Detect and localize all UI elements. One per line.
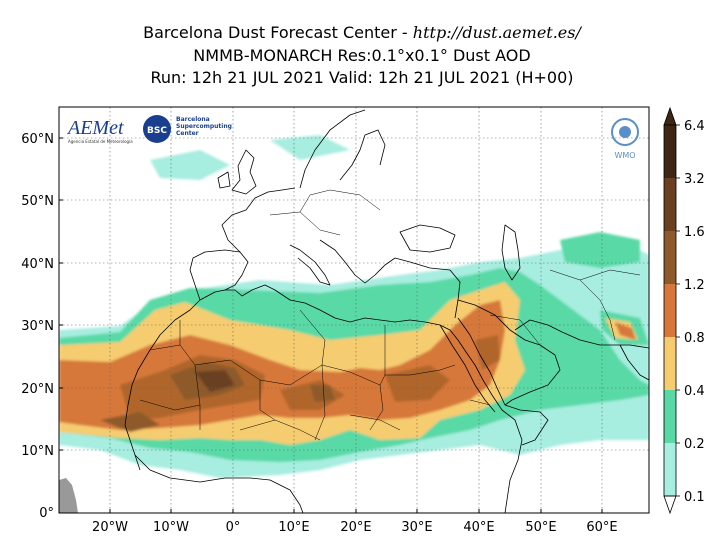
colorbar-bottom-arrow [663,495,677,515]
colorbar-segment [664,390,676,443]
colorbar-label: 0.1 [684,490,705,505]
dust-level-1-2 [475,335,500,370]
colorbar-segment [664,231,676,284]
dust-level-1-2 [385,365,450,402]
colorbar-label: 0.2 [684,437,705,452]
svg-text:Supercomputing: Supercomputing [176,123,232,130]
dust-layers [59,135,649,478]
dust-level-0-2 [560,232,640,268]
lat-tick-label: 10°N [21,444,54,459]
colorbar: 6.4 3.2 1.6 1.2 0.8 0.4 0.2 0.1 [663,106,705,515]
svg-text:AEMet: AEMet [66,117,124,139]
colorbar-top-arrow [663,106,677,126]
colorbar-label: 0.4 [684,384,705,399]
svg-text:WMO: WMO [614,151,635,160]
title-url: http://dust.aemet.es/ [412,23,581,42]
tick-marks [59,137,603,513]
lon-tick-label: 60°E [586,520,617,535]
lon-tick-label: 30°E [401,520,432,535]
svg-text:Center: Center [176,130,199,137]
lon-tick-label: 20°E [340,520,371,535]
dust-level-0-1 [150,150,230,180]
colorbar-label: 6.4 [684,119,705,134]
colorbar-label: 1.6 [684,225,705,240]
bsc-logo: BSC Barcelona Supercomputing Center [143,115,232,143]
lat-tick-label: 0° [39,506,54,521]
colorbar-label: 1.2 [684,278,705,293]
title-line-1: Barcelona Dust Forecast Center - http://… [143,23,581,42]
lon-tick-label: 0° [226,520,241,535]
title-line-2: NMMB-MONARCH Res:0.1°x0.1° Dust AOD [193,46,531,65]
wmo-logo: WMO [611,118,639,160]
colorbar-segment [664,178,676,231]
colorbar-segment [664,284,676,337]
svg-text:BSC: BSC [147,126,167,136]
lat-tick-label: 30°N [21,319,54,334]
wmo-logo-globe [619,126,631,138]
lon-tick-label: 20°W [92,520,128,535]
colorbar-label: 0.8 [684,331,705,346]
svg-text:Agencia Estatal de Meteorologí: Agencia Estatal de Meteorología [68,139,133,144]
no-data-region [59,478,78,513]
dust-level-3-2 [195,370,235,392]
dust-level-0-8 [615,322,636,340]
title-line-3: Run: 12h 21 JUL 2021 Valid: 12h 21 JUL 2… [150,68,574,87]
colorbar-segment [664,443,676,496]
map-frame [58,106,650,514]
lon-tick-label: 40°E [463,520,494,535]
lat-tick-label: 50°N [21,194,54,209]
colorbar-segment [664,125,676,178]
coastlines [124,109,649,513]
dust-level-0-1 [270,135,350,160]
lat-tick-label: 20°N [21,382,54,397]
lon-tick-label: 50°E [525,520,556,535]
lat-tick-label: 40°N [21,257,54,272]
colorbar-segment [664,337,676,390]
bsc-logo-circle [143,115,171,143]
colorbar-label: 3.2 [684,172,705,187]
lon-tick-label: 10°W [153,520,189,535]
aemet-logo: AEMet Agencia Estatal de Meteorología [66,117,133,144]
lon-tick-label: 10°E [278,520,309,535]
lat-tick-label: 60°N [21,132,54,147]
dust-level-1-6 [100,412,160,432]
svg-text:Barcelona: Barcelona [176,116,210,123]
colorbar-frame [663,124,677,497]
dust-level-1-6 [310,385,335,402]
country-borders [139,189,641,441]
wmo-logo-emblem [611,118,639,146]
